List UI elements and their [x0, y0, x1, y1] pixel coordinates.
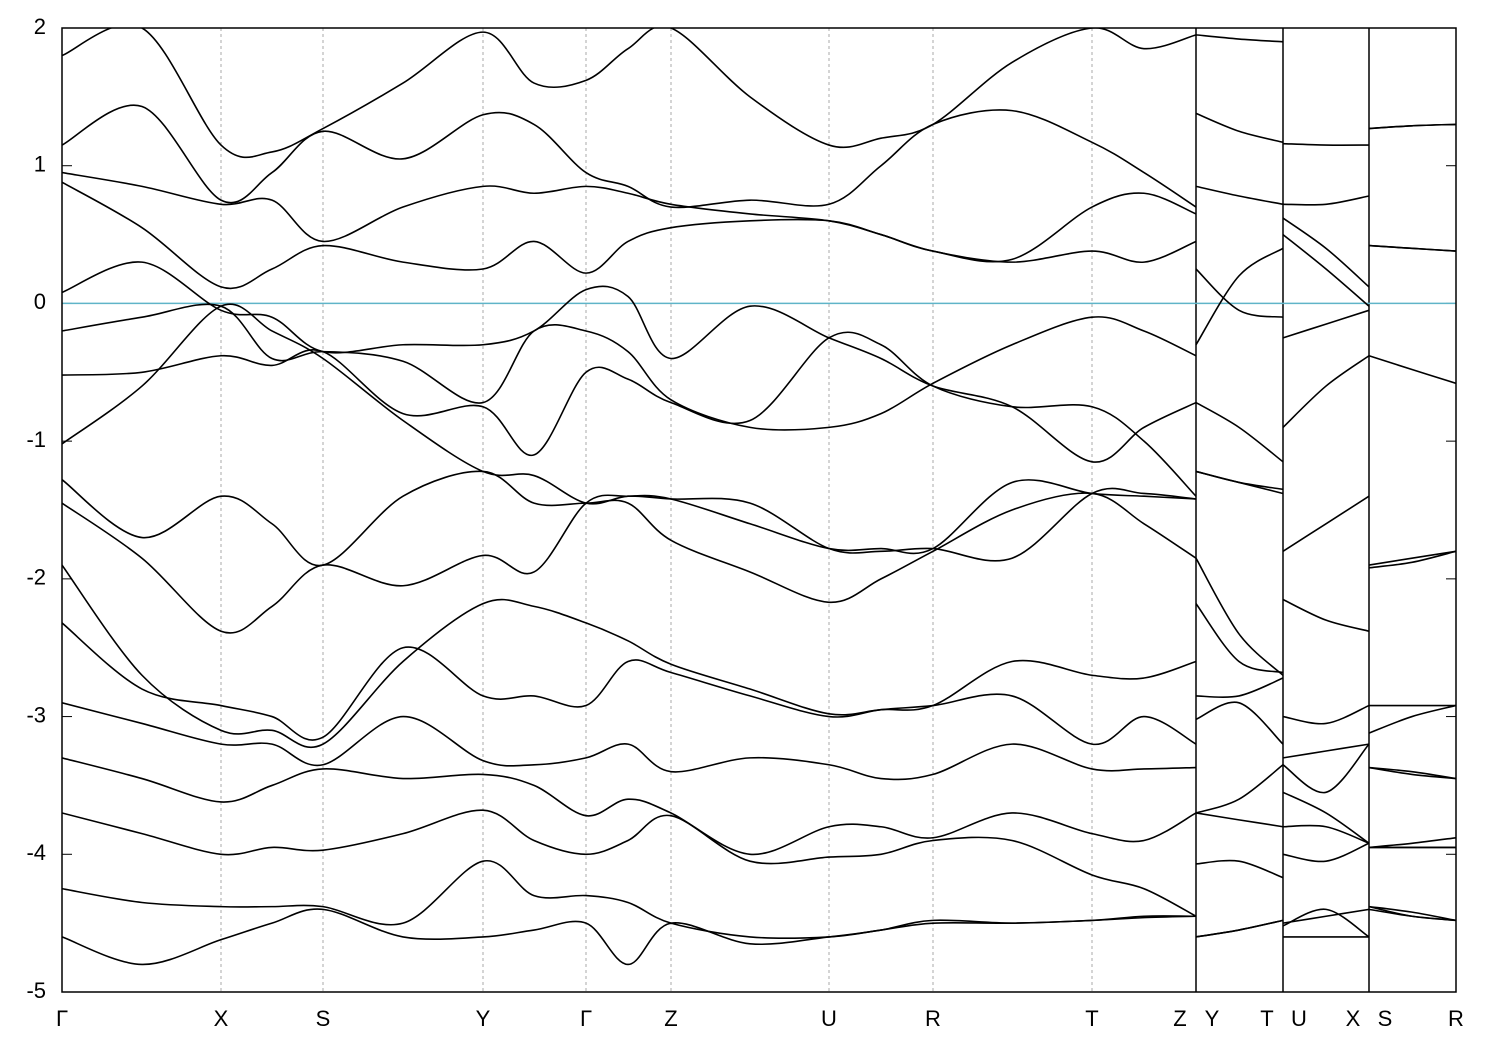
x-tick-label: Γ [580, 1006, 592, 1031]
band-line [62, 181, 1456, 318]
y-tick-label: -1 [26, 427, 46, 452]
x-tick-label: Γ [56, 1006, 68, 1031]
y-tick-label: 0 [34, 289, 46, 314]
y-tick-label: 2 [34, 14, 46, 39]
y-tick-label: -2 [26, 565, 46, 590]
x-tick-label: S [316, 1006, 331, 1031]
band-line [62, 104, 1456, 209]
band-line [62, 809, 1456, 924]
band-line [62, 702, 1456, 863]
band-line [62, 743, 1456, 856]
x-tick-label: T [1085, 1006, 1098, 1031]
band-line [62, 487, 1456, 849]
band-line [62, 247, 1456, 463]
band-line [62, 564, 1456, 922]
x-tick-label: R [1448, 1006, 1464, 1031]
band-line [62, 622, 1456, 845]
band-line [62, 303, 1456, 566]
y-tick-label: -5 [26, 978, 46, 1003]
band-line [62, 171, 1456, 288]
x-tick-label: R [925, 1006, 941, 1031]
band-line [62, 470, 1456, 780]
x-tick-label: Z [1173, 1006, 1186, 1031]
x-tick-label: S [1378, 1006, 1393, 1031]
band-line [62, 905, 1456, 966]
x-tick-label: T [1260, 1006, 1273, 1031]
x-tick-label: Y [1205, 1006, 1220, 1031]
x-tick-label: Z [664, 1006, 677, 1031]
y-tick-label: -3 [26, 702, 46, 727]
x-tick-label: Y [476, 1006, 491, 1031]
x-tick-label: U [1291, 1006, 1307, 1031]
x-tick-label: X [1346, 1006, 1361, 1031]
band-line [62, 28, 1456, 159]
plot-frame [61, 27, 1457, 993]
y-tick-label: -4 [26, 840, 46, 865]
x-tick-label: U [821, 1006, 837, 1031]
x-tick-label: X [214, 1006, 229, 1031]
bands [62, 28, 1456, 966]
y-tick-label: 1 [34, 152, 46, 177]
